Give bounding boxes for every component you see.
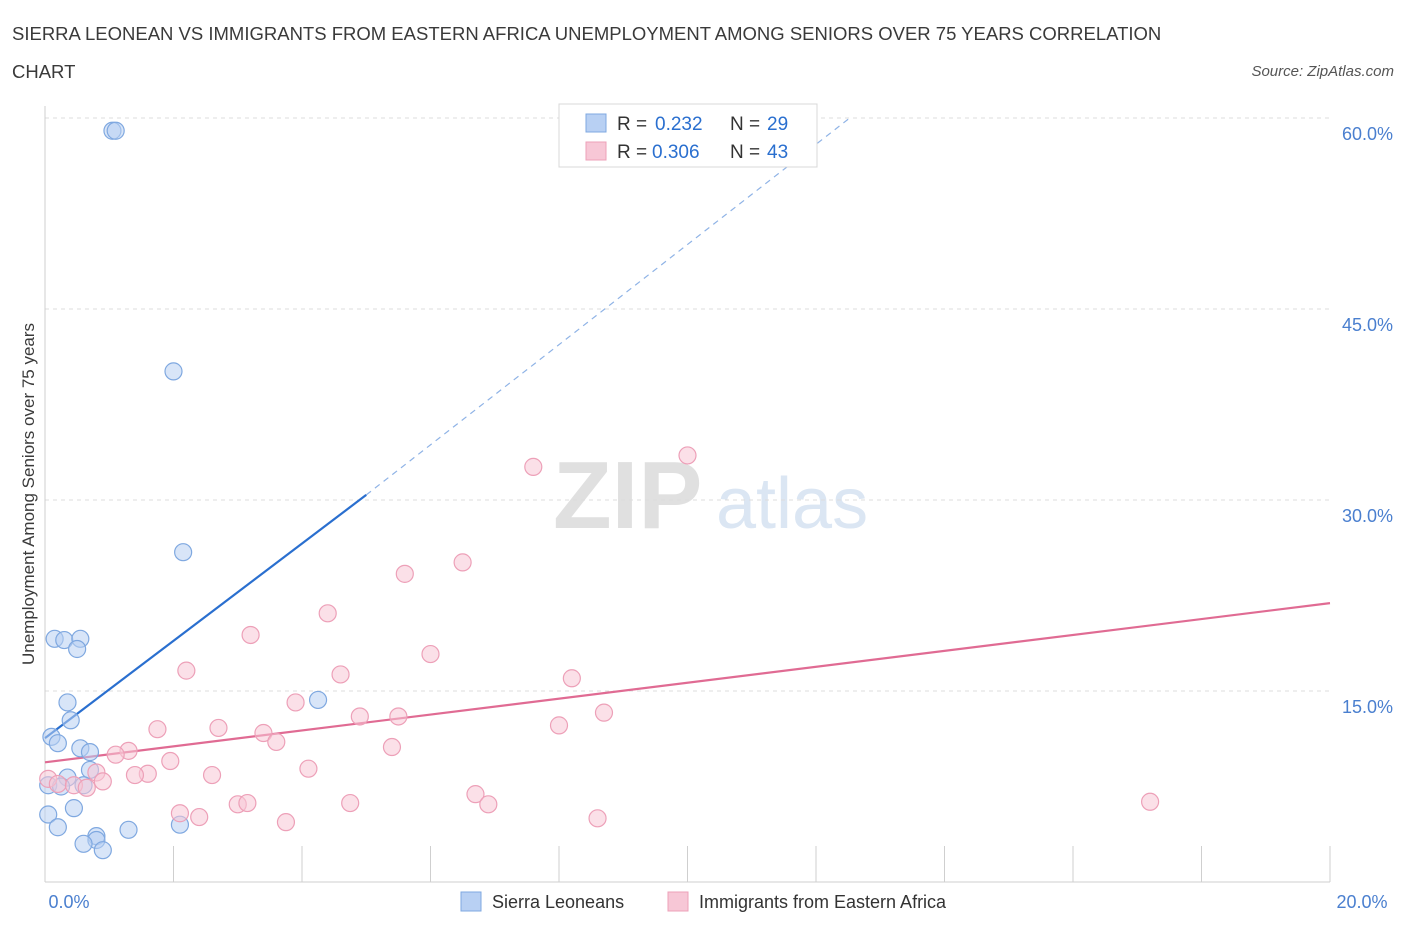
data-point-series-0-9 <box>308 690 328 710</box>
data-point-series-1-37 <box>479 795 498 814</box>
data-point-series-1-39 <box>170 804 190 823</box>
y-tick-label-45: 45.0% <box>1342 315 1393 335</box>
y-tick-label-30: 30.0% <box>1342 506 1393 526</box>
stats-r-value-pink: 0.306 <box>652 142 700 163</box>
trend-line-sierra-leoneans-extension <box>365 118 849 496</box>
data-point-series-1-23 <box>299 759 318 778</box>
y-tick-label-60: 60.0% <box>1342 124 1393 144</box>
data-point-series-1-10 <box>286 693 305 712</box>
stats-n-value-pink: 43 <box>767 142 788 163</box>
watermark-zip: ZIP <box>553 442 702 549</box>
grid-lines <box>45 117 1330 692</box>
data-point-series-1-3 <box>395 564 414 583</box>
data-point-series-0-20 <box>64 799 84 818</box>
stats-box: R = 0.232 N = 29 R = 0.306 N = 43 <box>558 103 818 168</box>
data-point-series-1-4 <box>318 604 337 623</box>
x-tick-label-0: 0.0% <box>48 892 89 912</box>
data-point-series-0-1 <box>106 121 125 140</box>
data-point-series-0-7 <box>68 639 87 659</box>
data-point-series-1-11 <box>350 707 369 726</box>
stats-r-value-blue: 0.232 <box>655 114 703 135</box>
data-point-series-1-22 <box>161 751 180 771</box>
trend-line-eastern-africa <box>44 602 1331 764</box>
data-points <box>39 121 1160 860</box>
data-point-series-1-7 <box>177 661 196 680</box>
stats-n-value-blue: 29 <box>767 114 788 135</box>
data-point-series-1-42 <box>588 809 607 828</box>
data-point-series-0-27 <box>74 834 93 853</box>
data-point-series-1-40 <box>190 807 209 827</box>
stats-n-label-pink: N = <box>730 142 760 163</box>
data-point-series-1-1 <box>524 457 543 476</box>
chart-title-line-1: SIERRA LEONEAN VS IMMIGRANTS FROM EASTER… <box>12 23 1161 44</box>
data-point-series-1-16 <box>209 718 228 738</box>
stats-r-label-blue: R = <box>617 114 647 135</box>
legend-swatch-eastern-africa <box>667 891 689 912</box>
data-point-series-1-33 <box>466 785 485 804</box>
data-point-series-1-26 <box>202 765 222 785</box>
data-point-series-1-19 <box>382 737 402 757</box>
data-point-series-0-3 <box>174 543 193 562</box>
stats-swatch-pink <box>585 141 607 161</box>
y-axis-label: Unemployment Among Seniors over 75 years <box>19 323 38 665</box>
data-point-series-0-12 <box>48 734 67 753</box>
data-point-series-1-21 <box>106 745 125 764</box>
data-point-series-1-32 <box>93 772 112 791</box>
data-point-series-1-15 <box>148 720 167 739</box>
data-point-series-1-18 <box>267 732 286 752</box>
chart-title-line-2: CHART <box>12 61 75 82</box>
y-tick-label-15: 15.0% <box>1342 697 1393 717</box>
data-point-series-1-13 <box>594 703 614 722</box>
stats-n-label-blue: N = <box>730 114 760 135</box>
legend-label-eastern-africa: Immigrants from Eastern Africa <box>699 892 947 912</box>
stats-r-label-pink: R = <box>617 142 647 163</box>
axes <box>44 106 1331 883</box>
data-point-series-0-23 <box>119 820 138 839</box>
watermark-atlas: atlas <box>716 464 868 544</box>
data-point-series-1-34 <box>341 793 360 813</box>
chart-source: Source: ZipAtlas.com <box>1251 63 1394 80</box>
legend: Sierra Leoneans Immigrants from Eastern … <box>460 891 947 912</box>
data-point-series-1-8 <box>331 665 350 684</box>
legend-swatch-sierra-leoneans <box>460 891 482 912</box>
data-point-series-1-41 <box>276 813 296 832</box>
data-point-series-1-0 <box>678 446 697 465</box>
data-point-series-0-10 <box>61 711 80 730</box>
trend-line-sierra-leoneans <box>44 494 367 739</box>
legend-label-sierra-leoneans: Sierra Leoneans <box>492 892 624 912</box>
data-point-series-1-29 <box>48 774 67 794</box>
data-point-series-1-17 <box>254 723 273 743</box>
data-point-series-1-6 <box>421 644 440 664</box>
data-point-series-1-38 <box>1140 792 1160 811</box>
data-point-series-1-12 <box>389 707 408 726</box>
data-point-series-1-27 <box>125 765 145 785</box>
data-point-series-1-9 <box>562 669 581 688</box>
x-tick-label-20: 20.0% <box>1336 892 1387 912</box>
data-point-series-1-14 <box>549 716 569 735</box>
data-point-series-0-28 <box>93 841 112 860</box>
stats-swatch-blue <box>585 113 607 133</box>
trend-lines <box>44 118 1331 764</box>
data-point-series-0-21 <box>39 805 58 824</box>
data-point-series-0-2 <box>164 362 183 381</box>
data-point-series-1-5 <box>241 625 260 645</box>
tick-labels: 0.0% 20.0% 15.0% 30.0% 45.0% 60.0% <box>48 124 1393 912</box>
data-point-series-1-2 <box>453 553 472 572</box>
data-point-series-0-22 <box>48 818 67 837</box>
data-point-series-0-14 <box>80 743 100 762</box>
data-point-series-0-8 <box>58 693 77 712</box>
data-point-series-1-31 <box>77 778 96 797</box>
data-point-series-1-36 <box>238 793 257 813</box>
